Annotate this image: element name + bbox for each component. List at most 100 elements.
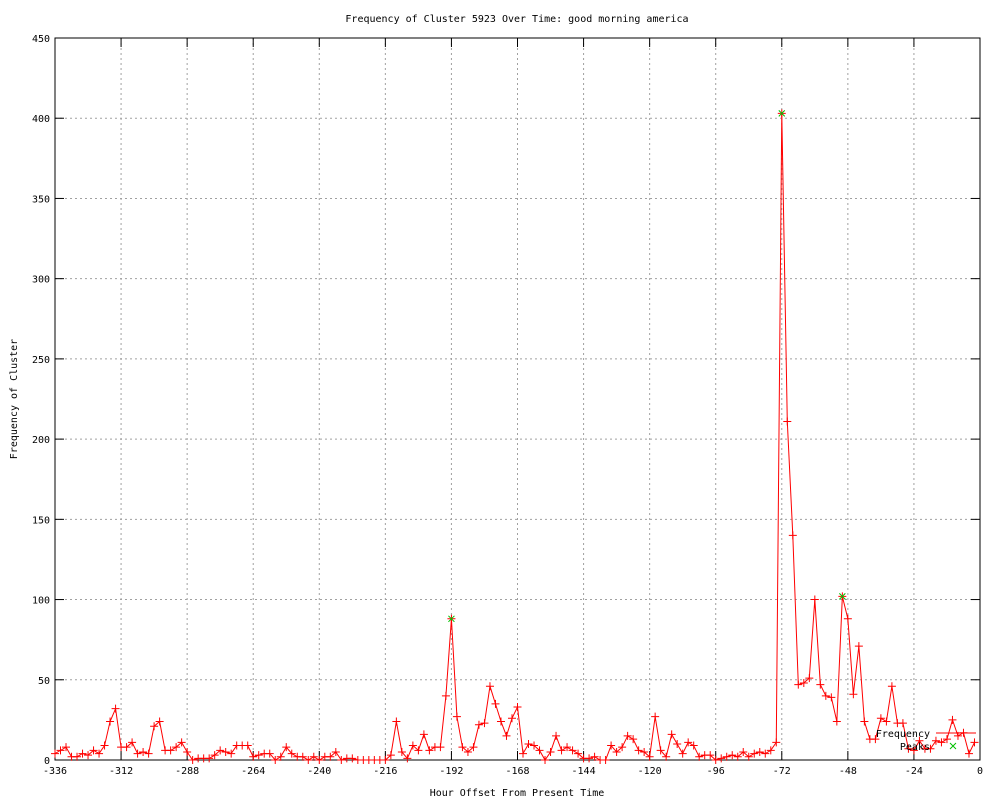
frequency-point [695,752,704,761]
x-tick-label: -216 [373,766,397,777]
frequency-point [381,756,390,764]
frequency-point [298,752,307,761]
frequency-point [552,731,561,740]
x-tick-label: -312 [109,766,133,777]
y-tick-label: 150 [32,515,50,526]
frequency-point [711,756,720,764]
frequency-point [590,752,599,761]
frequency-point [805,674,814,683]
frequency-point [667,730,676,739]
frequency-point [684,738,693,747]
frequency-point [689,741,698,750]
frequency-point [612,747,621,756]
frequency-point [331,747,340,756]
frequency-point [541,756,550,764]
frequency-point [568,746,577,755]
x-tick-label: -96 [707,766,725,777]
frequency-point [397,747,406,756]
frequency-point [458,743,467,752]
frequency-point [111,704,120,713]
frequency-point [315,756,324,764]
frequency-point [882,717,891,726]
frequency-point [271,756,280,764]
frequency-point [585,754,594,763]
frequency-point [634,746,643,755]
frequency-point [150,722,159,731]
frequency-point [56,746,65,755]
frequency-point [469,743,478,752]
frequency-point [309,752,318,761]
x-axis-label: Hour Offset From Present Time [430,788,605,799]
frequency-point [761,749,770,758]
chart-title: Frequency of Cluster 5923 Over Time: goo… [345,14,688,25]
frequency-point [216,746,225,755]
frequency-point [937,738,946,747]
frequency-line [54,113,975,761]
frequency-point [205,754,214,763]
frequency-point [662,752,671,761]
frequency-point [772,738,781,747]
frequency-point [227,749,236,758]
frequency-point [535,746,544,755]
y-tick-label: 350 [32,194,50,205]
frequency-point [62,743,71,752]
frequency-point [849,690,858,699]
frequency-point [155,717,164,726]
frequency-point [414,746,423,755]
frequency-point [73,752,82,761]
frequency-point [507,714,516,723]
plot-border [54,37,981,761]
frequency-point [546,747,555,756]
frequency-point [221,747,230,756]
frequency-point [854,642,863,651]
frequency-point [403,754,412,763]
frequency-point [821,691,830,700]
frequency-point [750,749,759,758]
frequency-point [386,751,395,760]
y-tick-label: 0 [44,756,50,767]
frequency-point [656,746,665,755]
frequency-point [128,738,137,747]
frequency-point [574,749,583,758]
frequency-point [926,744,935,753]
y-tick-label: 450 [32,34,50,45]
frequency-point [673,739,682,748]
x-tick-label: -24 [905,766,923,777]
frequency-point [265,749,274,758]
frequency-point [183,747,192,756]
legend: Frequency Peaks [876,729,976,753]
frequency-point [860,717,869,726]
frequency-point [243,741,252,750]
frequency-point [436,743,445,752]
y-tick-label: 200 [32,435,50,446]
frequency-point [733,752,742,761]
frequency-point [249,752,258,761]
frequency-point [816,680,825,689]
frequency-point [188,756,197,764]
frequency-point [629,735,638,744]
frequency-point [51,749,59,758]
frequency-point [904,744,913,753]
frequency-point [887,682,896,691]
frequency-point [419,730,428,739]
legend-label-peaks: Peaks [900,742,930,753]
series [51,109,979,764]
frequency-point [722,752,731,761]
frequency-point [794,680,803,689]
frequency-point [282,743,291,752]
x-tick-label: -72 [773,766,791,777]
frequency-point [172,743,181,752]
x-tick-label: -120 [638,766,662,777]
frequency-point [485,682,494,691]
frequency-point [133,749,142,758]
frequency-point [84,751,93,760]
x-tick-label: 0 [977,766,983,777]
frequency-point [392,717,401,726]
frequency-point [166,746,175,755]
frequency-point [964,749,973,758]
y-tick-label: 400 [32,114,50,125]
frequency-point [78,749,87,758]
frequency-point [876,714,885,723]
x-tick-label: -144 [572,766,596,777]
